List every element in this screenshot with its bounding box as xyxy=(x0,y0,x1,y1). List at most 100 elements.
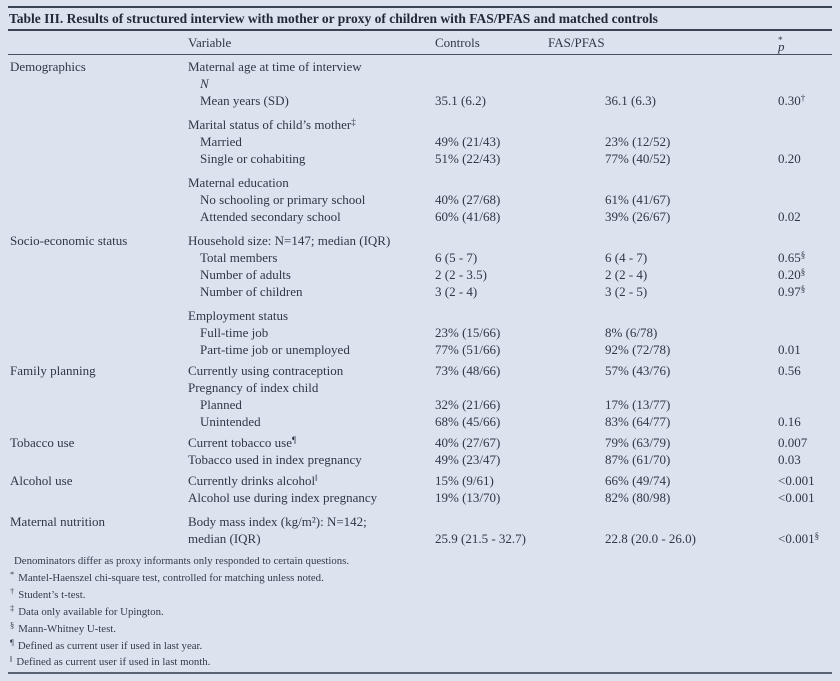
p-value: <0.001 xyxy=(778,490,815,505)
table-row: Alcohol use Currently drinks alcohol‖ 15… xyxy=(8,472,832,489)
controls-value: 32% (21/66) xyxy=(435,397,501,412)
variable-label: No schooling or primary school xyxy=(200,192,366,207)
footnote-line: ‡ Data only available for Upington. xyxy=(8,604,832,621)
table-row: median (IQR) 25.9 (21.5 - 32.7) 22.8 (20… xyxy=(8,530,832,547)
fas-pfas-value: 17% (13/77) xyxy=(605,397,671,412)
p-value: 0.56 xyxy=(778,363,801,378)
fas-pfas-value: 82% (80/98) xyxy=(605,490,671,505)
top-rule xyxy=(8,6,832,8)
p-value: 0.01 xyxy=(778,342,801,357)
table-row: Planned 32% (21/66) 17% (13/77) xyxy=(8,396,832,413)
table-row: Socio-economic status Household size: N=… xyxy=(8,232,832,249)
table-row: Maternal education xyxy=(8,174,832,191)
controls-value: 35.1 (6.2) xyxy=(435,93,486,108)
table-body: Demographics Maternal age at time of int… xyxy=(8,58,832,547)
fas-pfas-value: 36.1 (6.3) xyxy=(605,93,656,108)
footnote-marker: § xyxy=(10,620,15,631)
variable-label: Body mass index (kg/m²): N=142; xyxy=(188,514,367,529)
column-header-variable: Variable xyxy=(188,34,232,50)
controls-value: 19% (13/70) xyxy=(435,490,501,505)
table-row: N xyxy=(8,75,832,92)
category-label: Alcohol use xyxy=(10,473,73,488)
fas-pfas-value: 6 (4 - 7) xyxy=(605,250,648,265)
table-row: Tobacco used in index pregnancy 49% (23/… xyxy=(8,451,832,468)
variable-label: Alcohol use during index pregnancy xyxy=(188,490,378,505)
footnote-marker: † xyxy=(10,586,15,597)
table-row: Marital status of child’s mother‡ xyxy=(8,116,832,133)
variable-label: Tobacco used in index pregnancy xyxy=(188,452,362,467)
p-label: p xyxy=(778,38,785,54)
footnote-text: Mantel-Haenszel chi-square test, control… xyxy=(18,571,324,584)
controls-value: 40% (27/67) xyxy=(435,435,501,450)
controls-value: 23% (15/66) xyxy=(435,325,501,340)
fas-pfas-value: 87% (61/70) xyxy=(605,452,671,467)
footnotes: Denominators differ as proxy informants … xyxy=(8,553,832,671)
variable-label: Maternal education xyxy=(188,175,289,190)
variable-label: Planned xyxy=(200,397,242,412)
controls-value: 49% (21/43) xyxy=(435,134,501,149)
fas-pfas-value: 61% (41/67) xyxy=(605,192,671,207)
table-row: Number of adults 2 (2 - 3.5) 2 (2 - 4) 0… xyxy=(8,266,832,283)
footnote-line: Denominators differ as proxy informants … xyxy=(8,553,832,570)
footnote-marker: ‡ xyxy=(10,603,15,614)
variable-label: Household size: N=147; median (IQR) xyxy=(188,233,391,248)
category-label: Tobacco use xyxy=(10,435,75,450)
p-value: 0.02 xyxy=(778,209,801,224)
variable-label: Mean years (SD) xyxy=(200,93,289,108)
footnote-text: Denominators differ as proxy informants … xyxy=(14,555,350,567)
variable-label: median (IQR) xyxy=(188,531,261,546)
fas-pfas-value: 66% (49/74) xyxy=(605,473,671,488)
fas-pfas-value: 39% (26/67) xyxy=(605,209,671,224)
p-value: 0.16 xyxy=(778,414,801,429)
fas-pfas-value: 8% (6/78) xyxy=(605,325,658,340)
table-row: Employment status xyxy=(8,307,832,324)
category-label: Demographics xyxy=(10,59,86,74)
variable-label: Total members xyxy=(200,250,278,265)
table-row: Full-time job 23% (15/66) 8% (6/78) xyxy=(8,324,832,341)
table-row: Single or cohabiting 51% (22/43) 77% (40… xyxy=(8,150,832,167)
column-header-fas-pfas: FAS/PFAS xyxy=(548,34,605,50)
controls-value: 60% (41/68) xyxy=(435,209,501,224)
variable-label: Currently using contraception xyxy=(188,363,344,378)
variable-label: N xyxy=(200,76,209,91)
p-value: 0.20 xyxy=(778,151,801,166)
column-header-row: Variable Controls FAS/PFAS p * xyxy=(8,31,832,54)
variable-label: Marital status of child’s mother‡ xyxy=(188,117,356,132)
table-row: Part-time job or unemployed 77% (51/66) … xyxy=(8,341,832,358)
variable-label: Full-time job xyxy=(200,325,269,340)
controls-value: 77% (51/66) xyxy=(435,342,501,357)
category-label: Family planning xyxy=(10,363,96,378)
p-value: 0.65§ xyxy=(778,250,806,265)
controls-value: 15% (9/61) xyxy=(435,473,494,488)
p-value: 0.30† xyxy=(778,93,806,108)
p-value: <0.001 xyxy=(778,473,815,488)
p-value: <0.001§ xyxy=(778,531,820,546)
table-row: No schooling or primary school 40% (27/6… xyxy=(8,191,832,208)
table-row: Married 49% (21/43) 23% (12/52) xyxy=(8,133,832,150)
footnote-text: Data only available for Upington. xyxy=(18,605,164,618)
fas-pfas-value: 22.8 (20.0 - 26.0) xyxy=(605,531,696,546)
p-value: 0.20§ xyxy=(778,267,806,282)
category-label: Maternal nutrition xyxy=(10,514,105,529)
controls-value: 3 (2 - 4) xyxy=(435,284,478,299)
table-row: Tobacco use Current tobacco use¶ 40% (27… xyxy=(8,434,832,451)
table-row: Number of children 3 (2 - 4) 3 (2 - 5) 0… xyxy=(8,283,832,300)
variable-label: Employment status xyxy=(188,308,289,323)
footnote-text: Defined as current user if used in last … xyxy=(16,656,211,669)
table-row: Family planning Currently using contrace… xyxy=(8,362,832,379)
fas-pfas-value: 2 (2 - 4) xyxy=(605,267,648,282)
footnote-line: ‖ Defined as current user if used in last… xyxy=(8,654,832,671)
fas-pfas-value: 57% (43/76) xyxy=(605,363,671,378)
table-row: Mean years (SD) 35.1 (6.2) 36.1 (6.3) 0.… xyxy=(8,92,832,109)
fas-pfas-value: 83% (64/77) xyxy=(605,414,671,429)
p-value: 0.03 xyxy=(778,452,801,467)
column-header-p-value: p * xyxy=(778,35,785,54)
footnote-line: † Student’s t-test. xyxy=(8,587,832,604)
fas-pfas-value: 77% (40/52) xyxy=(605,151,671,166)
p-value: 0.97§ xyxy=(778,284,806,299)
fas-pfas-value: 3 (2 - 5) xyxy=(605,284,648,299)
table-row: Unintended 68% (45/66) 83% (64/77) 0.16 xyxy=(8,413,832,430)
controls-value: 6 (5 - 7) xyxy=(435,250,478,265)
table-row: Demographics Maternal age at time of int… xyxy=(8,58,832,75)
